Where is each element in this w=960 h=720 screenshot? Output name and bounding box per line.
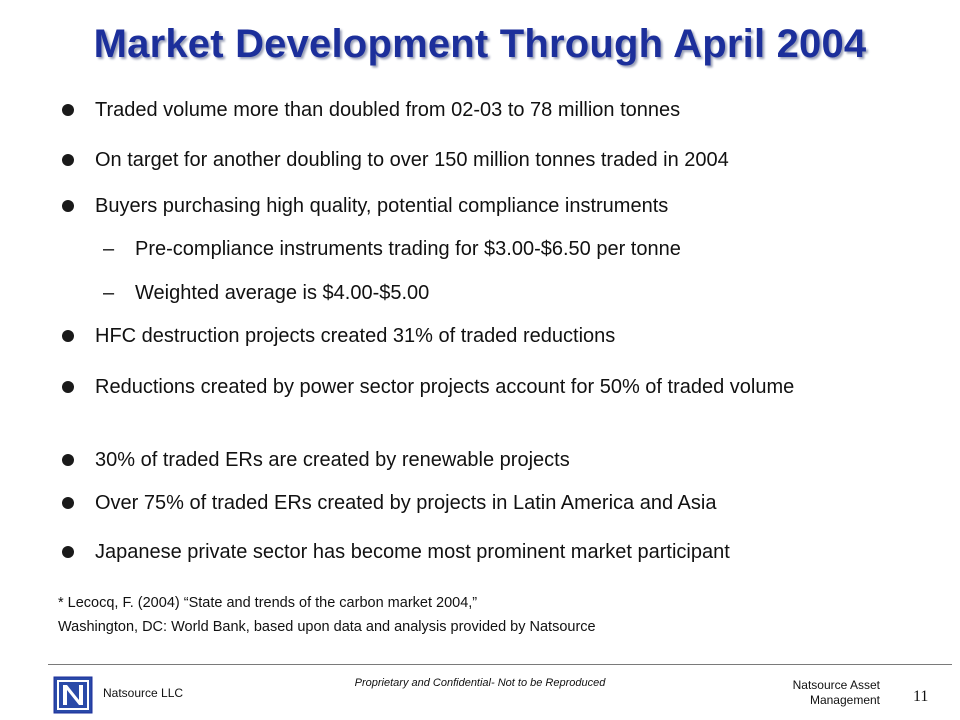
footer-asset-management: Natsource Asset Management (770, 678, 880, 708)
page-number: 11 (913, 688, 929, 705)
bullet-dot (62, 330, 74, 342)
bullet-item: On target for another doubling to over 1… (95, 149, 729, 171)
bullet-item: HFC destruction projects created 31% of … (95, 325, 616, 347)
footer-asset-line: Management (809, 693, 880, 707)
bullet-dot (62, 200, 74, 212)
footer-divider (48, 664, 952, 665)
bullet-item: Over 75% of traded ERs created by projec… (95, 492, 717, 514)
bullet-dot (62, 454, 74, 466)
footer-company: Natsource LLC (103, 686, 184, 700)
footer-asset-line: Natsource Asset (792, 678, 880, 692)
bullet-dot (62, 104, 74, 116)
bullet-item: Buyers purchasing high quality, potentia… (95, 195, 669, 217)
bullet-dot (62, 497, 74, 509)
bullet-dot (62, 546, 74, 558)
bullet-dot (62, 154, 74, 166)
bullet-item: Traded volume more than doubled from 02-… (95, 99, 681, 121)
sub-bullet-item: Pre-compliance instruments trading for $… (135, 238, 681, 260)
footnote-line: * Lecocq, F. (2004) “State and trends of… (58, 595, 478, 611)
footer-confidential: Proprietary and Confidential- Not to be … (354, 677, 606, 689)
sub-bullet-marker: – (103, 282, 115, 304)
slide-title: Market Development Through April 2004 (93, 22, 867, 66)
sub-bullet-marker: – (103, 238, 115, 260)
footnote-line: Washington, DC: World Bank, based upon d… (58, 619, 596, 635)
bullet-dot (62, 381, 74, 393)
natsource-logo-icon (53, 676, 93, 714)
bullet-item: 30% of traded ERs are created by renewab… (95, 449, 570, 471)
bullet-item: Reductions created by power sector proje… (95, 376, 795, 398)
bullet-item: Japanese private sector has become most … (95, 541, 730, 563)
sub-bullet-item: Weighted average is $4.00-$5.00 (135, 282, 430, 304)
